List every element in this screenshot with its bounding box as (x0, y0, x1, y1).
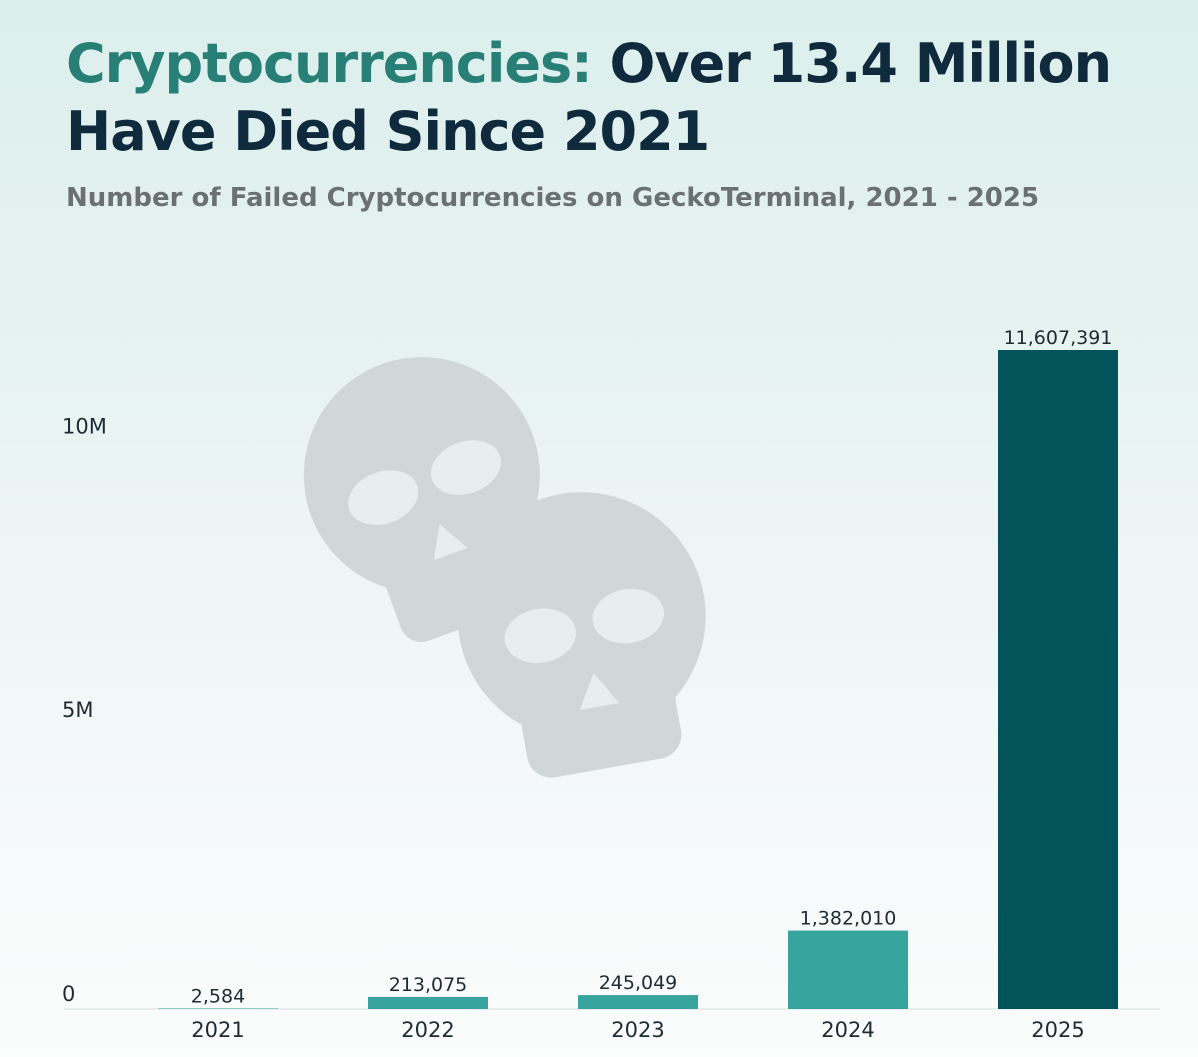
data-label: 11,607,391 (1004, 327, 1113, 349)
bars: 2,584 213,075 245,049 1,382,010 11,607,391 (158, 327, 1118, 1009)
bar-2024 (788, 930, 908, 1009)
x-tick-label: 2023 (611, 1018, 664, 1042)
chart-title: Cryptocurrencies: Over 13.4 Million Have… (66, 30, 1176, 166)
y-tick-label: 10M (62, 414, 107, 438)
bar-2022 (368, 996, 488, 1009)
x-axis: 2021 2022 2023 2024 2025 (191, 1018, 1084, 1042)
title-main: Over 13.4 Million Have Died Since 2021 (66, 32, 1112, 163)
y-tick-label: 5M (62, 698, 93, 722)
x-tick-label: 2022 (401, 1018, 454, 1042)
bar-2025 (998, 350, 1118, 1009)
x-tick-label: 2021 (191, 1018, 244, 1042)
data-label: 2,584 (191, 986, 245, 1008)
y-axis: 0 5M 10M (62, 414, 107, 1006)
data-label: 213,075 (389, 974, 468, 996)
skull-icon (303, 357, 706, 778)
bar-2021 (158, 1008, 278, 1009)
bar-2023 (578, 995, 698, 1009)
data-label: 1,382,010 (800, 908, 897, 930)
title-accent: Cryptocurrencies: (66, 32, 593, 95)
x-tick-label: 2024 (821, 1018, 874, 1042)
y-tick-label: 0 (62, 982, 75, 1006)
data-label: 245,049 (599, 972, 678, 994)
x-tick-label: 2025 (1031, 1018, 1084, 1042)
chart-subtitle: Number of Failed Cryptocurrencies on Gec… (66, 183, 1040, 213)
